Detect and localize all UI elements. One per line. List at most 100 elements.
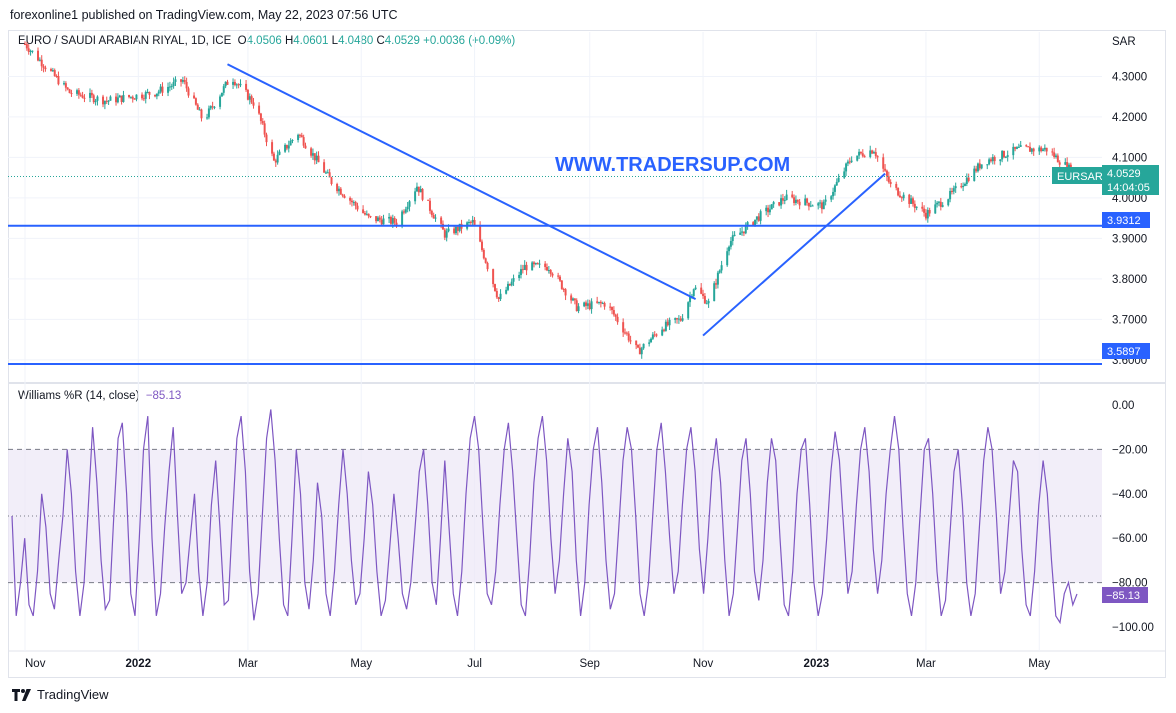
candle-body <box>874 152 877 157</box>
candle-body <box>185 81 188 89</box>
candle-body <box>731 235 734 242</box>
candle-body <box>311 153 314 156</box>
candle-body <box>793 197 796 203</box>
candle-body <box>233 81 236 85</box>
candle-body <box>193 95 196 99</box>
time-tick-label: Jul <box>467 658 482 670</box>
candle-body <box>986 164 989 166</box>
candle-body <box>510 281 513 286</box>
candle-body <box>118 95 121 98</box>
currency-label: SAR <box>1112 36 1136 48</box>
candle-body <box>599 301 602 304</box>
candle-body <box>375 216 378 222</box>
time-tick-label: Nov <box>693 658 714 670</box>
candle-body <box>1045 147 1048 152</box>
price-tick-label: 4.1000 <box>1112 152 1147 164</box>
candle-body <box>40 59 43 67</box>
candle-body <box>79 94 82 96</box>
candle-body <box>102 96 105 105</box>
candle-body <box>744 225 747 234</box>
candle-body <box>278 151 281 155</box>
countdown-tag: 14:04:05 <box>1107 182 1150 194</box>
candle-body <box>716 272 719 285</box>
candle-body <box>401 211 404 226</box>
candle-body <box>586 303 589 306</box>
candle-body <box>148 91 151 95</box>
candle-body <box>443 229 446 238</box>
candle-body <box>224 81 227 87</box>
candle-body <box>245 83 248 90</box>
candle-body <box>817 203 820 206</box>
candle-body <box>1041 149 1044 152</box>
candle-body <box>206 117 209 119</box>
candle-body <box>666 321 669 326</box>
candle-body <box>434 217 437 219</box>
candle-body <box>707 301 710 304</box>
candle-body <box>1001 150 1004 160</box>
candle-body <box>180 79 183 82</box>
candle-body <box>393 218 396 223</box>
candle-body <box>650 338 653 343</box>
candle-body <box>220 92 223 97</box>
tradingview-logo-icon <box>12 688 31 701</box>
candle-body <box>915 206 918 208</box>
candle-body <box>835 181 838 186</box>
candle-body <box>417 186 420 193</box>
candle-body <box>194 98 197 105</box>
time-axis: Nov 2022 Mar May Jul Sep Nov 2023 Mar May <box>25 658 1050 670</box>
candle-body <box>323 162 326 173</box>
candle-body <box>715 283 718 285</box>
candle-body <box>668 319 671 326</box>
candle-body <box>1043 147 1046 150</box>
candles <box>24 41 1080 359</box>
main-legend: EURO / SAUDI ARABIAN RIYAL, 1D, ICE O4.0… <box>18 35 515 47</box>
candle-body <box>570 295 573 301</box>
indicator-legend: Williams %R (14, close) −85.13 <box>18 390 181 402</box>
candle-body <box>767 207 770 213</box>
candle-body <box>1027 146 1030 148</box>
candle-body <box>1025 145 1028 147</box>
candle-body <box>63 83 66 85</box>
candle-body <box>330 177 333 184</box>
candle-body <box>68 89 71 94</box>
candle-body <box>978 163 981 169</box>
wr-tick-label: −20.00 <box>1112 444 1148 456</box>
candle-body <box>53 70 56 77</box>
candle-body <box>235 84 238 86</box>
candle-body <box>679 318 682 321</box>
candle-body <box>313 153 316 161</box>
candle-body <box>94 100 97 103</box>
candle-body <box>560 280 563 289</box>
candle-body <box>454 226 457 234</box>
candle-body <box>960 186 963 188</box>
candle-body <box>858 151 861 156</box>
price-tick-label: 4.3000 <box>1112 71 1147 83</box>
candle-body <box>326 172 329 174</box>
candle-body <box>950 190 953 192</box>
candle-body <box>339 188 342 195</box>
candle-body <box>51 70 54 72</box>
candle-body <box>869 150 872 157</box>
candle-body <box>1040 147 1043 152</box>
candle-body <box>122 94 125 102</box>
candle-body <box>382 218 385 225</box>
candle-body <box>991 157 994 162</box>
candle-body <box>44 67 47 70</box>
candle-body <box>1004 156 1007 158</box>
candle-body <box>92 95 95 103</box>
candle-body <box>521 269 524 271</box>
candle-body <box>642 343 645 349</box>
upper-line-tag: 3.9312 <box>1102 212 1150 228</box>
candle-body <box>536 262 539 265</box>
candle-body <box>146 91 149 93</box>
candle-body <box>482 249 485 259</box>
wr-tick-label: −40.00 <box>1112 489 1148 501</box>
candle-body <box>861 153 864 157</box>
footer-brand: TradingView <box>37 687 109 702</box>
candle-body <box>42 66 45 68</box>
candle-body <box>564 289 567 296</box>
candle-body <box>50 69 53 71</box>
candle-body <box>328 172 331 178</box>
candle-body <box>252 102 255 106</box>
candle-body <box>265 134 268 143</box>
